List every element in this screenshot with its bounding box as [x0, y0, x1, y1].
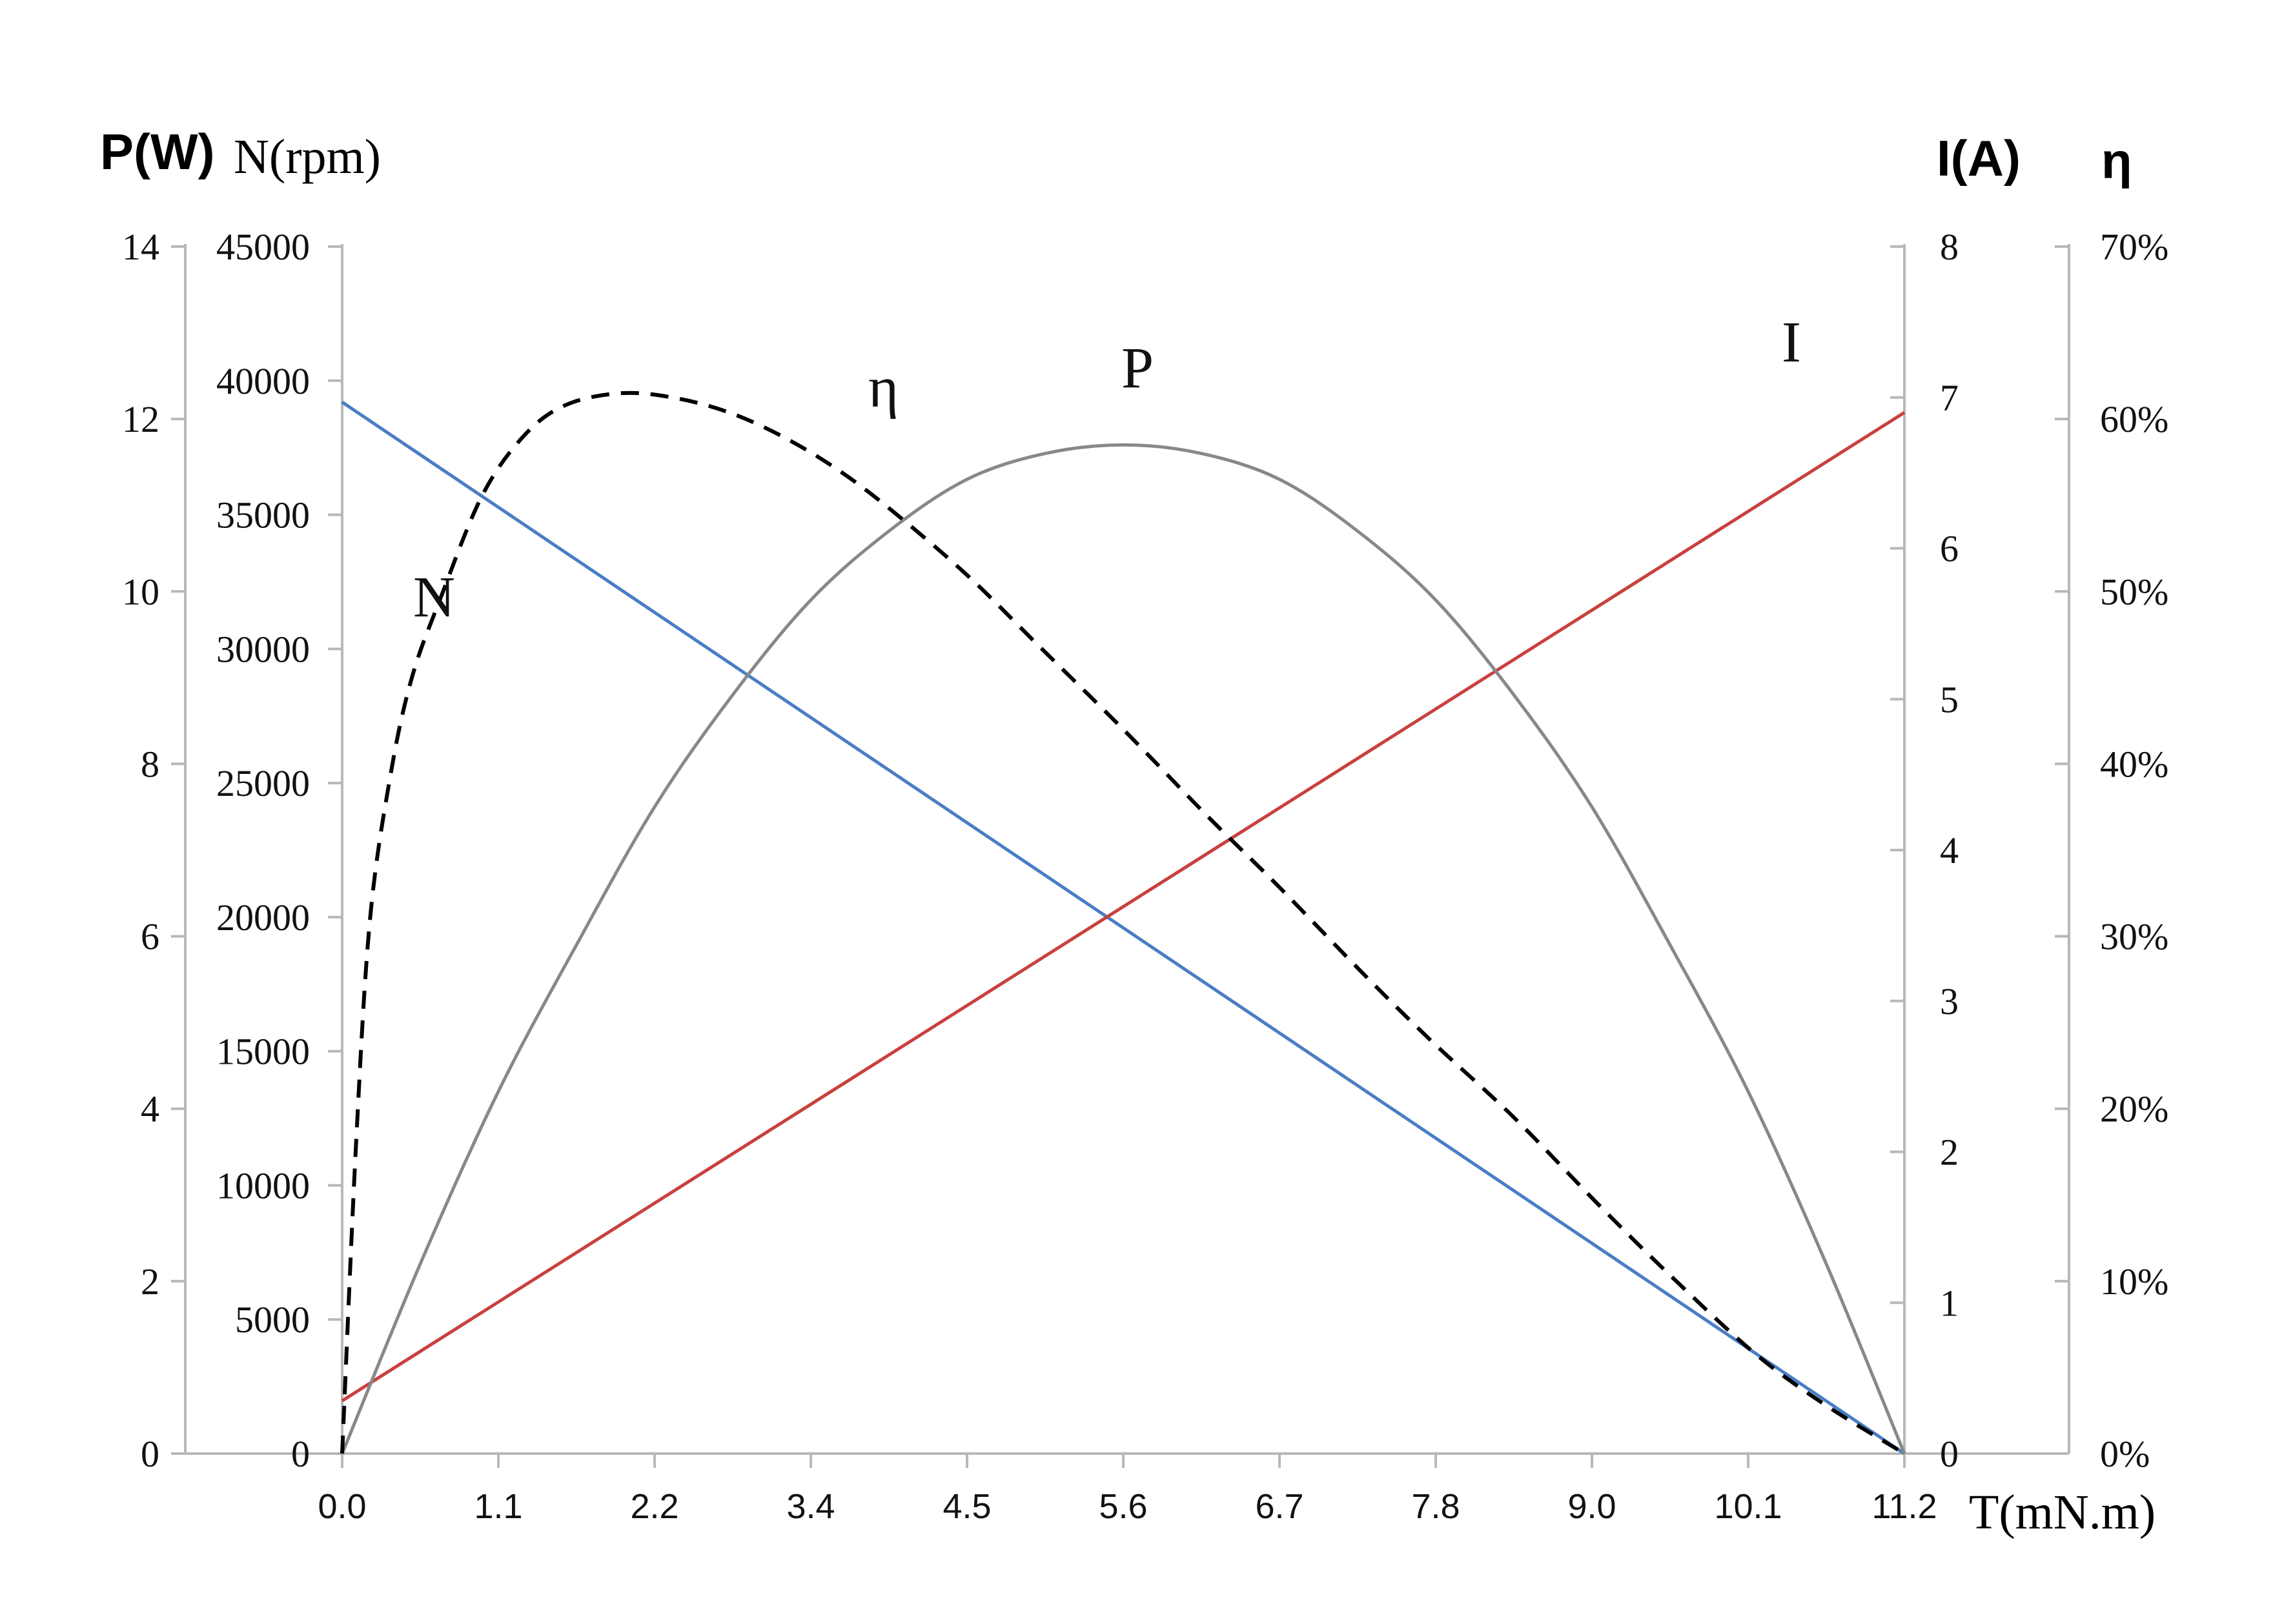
torque-tick-label: 10.1	[1714, 1487, 1782, 1526]
torque-tick-label: 9.0	[1567, 1487, 1616, 1526]
series-label-current: I	[1782, 310, 1801, 374]
efficiency-tick-label: 30%	[2100, 916, 2168, 958]
curve-labels: N I Pη	[413, 310, 1801, 629]
power-tick-label: 14	[122, 226, 159, 268]
efficiency-axis-title: η	[2101, 132, 2132, 189]
series-label-power: P	[1121, 336, 1154, 400]
torque-tick-label: 2.2	[630, 1487, 678, 1526]
series-label-speed: N	[413, 565, 455, 629]
series-speed-line	[341, 400, 1906, 1456]
power-tick-label: 12	[122, 398, 159, 440]
efficiency-tick-label: 20%	[2100, 1088, 2168, 1130]
torque-tick-label: 1.1	[474, 1487, 522, 1526]
torque-tick-label: 7.8	[1411, 1487, 1460, 1526]
current-tick-label: 1	[1940, 1282, 1959, 1324]
current-tick-label: 3	[1940, 980, 1959, 1022]
speed-tick-label: 20000	[216, 897, 310, 939]
speed-tick-label: 25000	[216, 762, 310, 804]
series-power-line	[340, 443, 1906, 1454]
current-tick-label: 7	[1940, 377, 1959, 419]
efficiency-tick-label: 60%	[2100, 398, 2168, 440]
speed-axis-title: N(rpm)	[234, 130, 381, 184]
speed-tick-label: 0	[291, 1433, 310, 1475]
axis-ticks: 0246810121405000100001500020000250003000…	[122, 226, 2168, 1526]
torque-tick-label: 0.0	[318, 1487, 366, 1526]
power-tick-label: 2	[141, 1261, 159, 1303]
power-tick-label: 8	[141, 743, 159, 785]
speed-tick-label: 40000	[216, 360, 310, 402]
current-tick-label: 2	[1940, 1132, 1959, 1173]
efficiency-tick-label: 70%	[2100, 226, 2168, 268]
series-label-efficiency: η	[868, 356, 899, 420]
speed-tick-label: 15000	[216, 1031, 310, 1073]
performance-curves	[340, 391, 1906, 1456]
power-tick-label: 10	[122, 571, 159, 613]
series-efficiency-line	[340, 391, 1906, 1456]
power-axis-title: P(W)	[100, 123, 215, 180]
speed-tick-label: 5000	[235, 1299, 310, 1341]
series-current-line	[341, 411, 1906, 1403]
current-tick-label: 4	[1940, 829, 1959, 871]
power-tick-label: 4	[141, 1088, 159, 1130]
speed-tick-label: 45000	[216, 226, 310, 268]
torque-tick-label: 5.6	[1099, 1487, 1147, 1526]
efficiency-tick-label: 50%	[2100, 571, 2168, 613]
speed-tick-label: 35000	[216, 494, 310, 536]
torque-tick-label: 6.7	[1255, 1487, 1303, 1526]
efficiency-tick-label: 0%	[2100, 1433, 2150, 1475]
power-tick-label: 6	[141, 916, 159, 958]
current-axis-title: I(A)	[1937, 130, 2021, 187]
torque-tick-label: 11.2	[1871, 1487, 1937, 1526]
current-tick-label: 0	[1940, 1433, 1959, 1475]
speed-tick-label: 10000	[216, 1164, 310, 1206]
torque-axis-title: T(mN.m)	[1969, 1485, 2156, 1539]
current-tick-label: 5	[1940, 678, 1959, 720]
speed-tick-label: 30000	[216, 628, 310, 670]
torque-tick-label: 3.4	[786, 1487, 835, 1526]
current-tick-label: 6	[1940, 528, 1959, 570]
torque-tick-label: 4.5	[943, 1487, 991, 1526]
efficiency-tick-label: 10%	[2100, 1261, 2168, 1303]
power-tick-label: 0	[141, 1433, 159, 1475]
efficiency-tick-label: 40%	[2100, 743, 2168, 785]
current-tick-label: 8	[1940, 226, 1959, 268]
